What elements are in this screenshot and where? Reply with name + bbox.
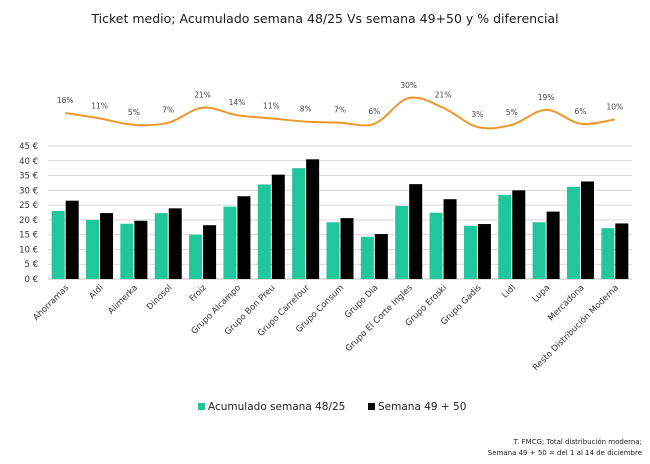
- bar-semana: [374, 234, 388, 279]
- percent-label: 6%: [575, 107, 587, 116]
- y-tick-label: 25 €: [19, 201, 38, 211]
- bar-acumulado: [566, 186, 580, 279]
- percent-label: 6%: [368, 107, 380, 116]
- y-tick-label: 10 €: [19, 245, 38, 255]
- bar-semana: [65, 200, 79, 279]
- bar-acumulado: [326, 222, 340, 279]
- x-tick-label: Alimerka: [106, 283, 140, 317]
- bar-semana: [512, 190, 526, 279]
- percent-label: 16%: [57, 96, 74, 105]
- bar-acumulado: [189, 234, 203, 279]
- bar-acumulado: [257, 184, 271, 279]
- x-tick-label: Grupo El Corte Ingles: [344, 283, 415, 354]
- percent-label: 11%: [263, 101, 280, 110]
- percent-label: 3%: [471, 110, 483, 119]
- legend-label-semana: Semana 49 + 50: [378, 401, 466, 413]
- footnote-line2: Semana 49 + 50 = del 1 al 14 de diciembr…: [488, 449, 642, 457]
- bar-semana: [615, 223, 629, 279]
- bar-semana: [443, 199, 457, 279]
- percent-label: 30%: [400, 81, 417, 90]
- percent-label: 8%: [300, 105, 312, 114]
- bar-acumulado: [429, 212, 443, 279]
- bar-semana: [203, 225, 217, 279]
- legend-swatch-acumulado: [198, 403, 205, 410]
- bar-semana: [168, 208, 182, 279]
- bar-semana: [546, 211, 560, 279]
- percent-label: 14%: [229, 98, 246, 107]
- x-tick-label: Ahorramas: [31, 283, 71, 323]
- y-tick-label: 40 €: [19, 157, 38, 167]
- legend-swatch-semana: [368, 403, 375, 410]
- legend: Acumulado semana 48/25 Semana 49 + 50: [198, 401, 466, 413]
- bar-acumulado: [154, 213, 168, 279]
- percent-label: 7%: [334, 106, 346, 115]
- y-tick-label: 35 €: [19, 172, 38, 182]
- y-tick-label: 20 €: [19, 216, 38, 226]
- bar-acumulado: [223, 206, 237, 279]
- x-tick-label: Froiz: [188, 283, 209, 304]
- percent-label: 5%: [128, 108, 140, 117]
- bar-acumulado: [498, 194, 512, 279]
- y-tick-label: 0 €: [24, 275, 38, 285]
- bar-acumulado: [120, 223, 134, 279]
- percent-line: 16% 11% 5% 7% 21% 14% 11% 8% 7% 6% 30% 21% 3% 5% 19% 6%…: [57, 81, 623, 130]
- percent-label: 5%: [506, 108, 518, 117]
- bar-semana: [477, 224, 491, 279]
- bar-acumulado: [86, 219, 100, 279]
- footnote-line1: T. FMCG; Total distribución moderna;: [513, 438, 642, 446]
- y-tick-label: 5 €: [24, 260, 38, 270]
- bar-acumulado: [292, 168, 306, 279]
- bar-semana: [100, 213, 114, 279]
- bar-acumulado: [532, 222, 546, 279]
- x-tick-label: Lupa: [531, 283, 553, 305]
- bar-acumulado: [601, 228, 615, 279]
- percent-label: 21%: [435, 91, 452, 100]
- bar-semana: [237, 196, 251, 279]
- y-axis: 0 € 5 € 10 € 15 € 20 € 25 € 30 € 35 € 40 € 45 €: [19, 142, 38, 285]
- bar-semana: [134, 220, 148, 279]
- y-tick-label: 30 €: [19, 186, 38, 196]
- bar-semana: [271, 174, 285, 279]
- percent-label: 21%: [194, 91, 211, 100]
- bar-acumulado: [395, 205, 409, 279]
- chart-title: Ticket medio; Acumulado semana 48/25 Vs …: [90, 11, 558, 26]
- bar-acumulado: [51, 211, 65, 279]
- percent-label: 10%: [606, 102, 623, 111]
- bar-semana: [409, 184, 423, 279]
- y-tick-label: 45 €: [19, 142, 38, 152]
- percent-label: 11%: [91, 101, 108, 110]
- x-tick-label: Dinosol: [145, 283, 174, 312]
- percent-line-path: [65, 96, 615, 130]
- y-tick-label: 15 €: [19, 231, 38, 241]
- legend-label-acumulado: Acumulado semana 48/25: [208, 401, 345, 413]
- bars: [51, 159, 629, 279]
- bar-semana: [340, 218, 354, 279]
- x-tick-label: Aldi: [87, 283, 105, 301]
- bar-semana: [580, 181, 594, 279]
- bar-semana: [306, 159, 320, 279]
- percent-label: 19%: [538, 93, 555, 102]
- x-tick-label: Lidl: [500, 283, 518, 301]
- percent-label: 7%: [162, 106, 174, 115]
- bar-acumulado: [463, 225, 477, 279]
- bar-acumulado: [360, 236, 374, 279]
